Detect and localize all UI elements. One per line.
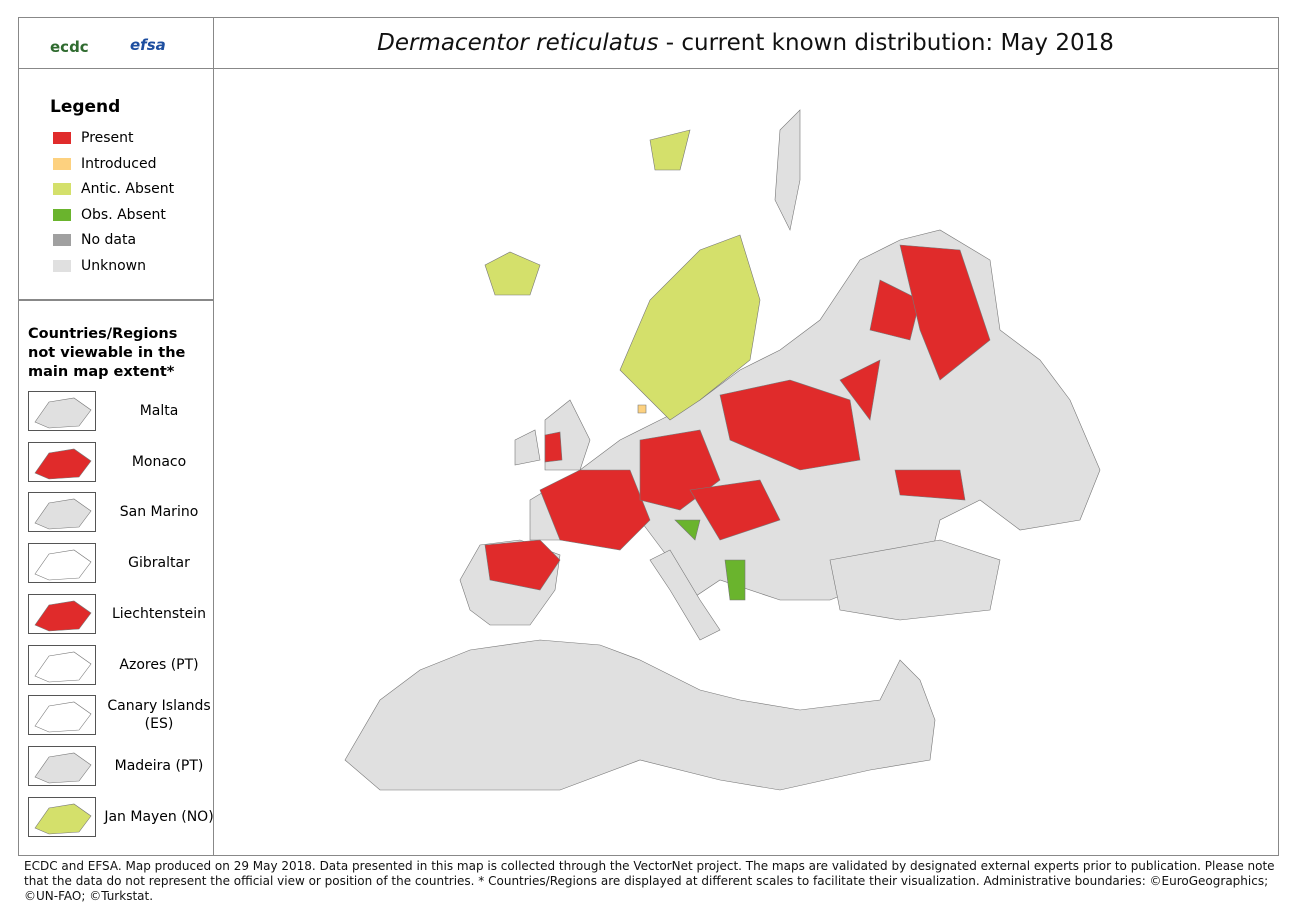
logo-ecdc: ecdc (50, 38, 89, 56)
legend-swatch (53, 132, 71, 144)
legend-item: Unknown (53, 258, 146, 274)
title-rest: - current known distribution: May 2018 (658, 29, 1114, 56)
inset-shape (34, 803, 92, 834)
region-obs-absent (724, 559, 746, 601)
region-introduced (637, 404, 647, 414)
inset-title: Countries/Regions not viewable in the ma… (28, 326, 186, 380)
inset-shape (34, 600, 92, 632)
inset-map (34, 397, 92, 429)
legend-label: No data (81, 232, 137, 249)
region-present (869, 279, 921, 341)
inset-map (34, 701, 92, 733)
region-present (719, 379, 861, 471)
inset-label: Liechtenstein (111, 605, 206, 622)
inset-label: Canary Islands (ES) (107, 698, 211, 733)
region-obs-absent (674, 519, 701, 541)
inset-shape (34, 752, 92, 784)
inset-map (34, 651, 92, 682)
inset-label: Azores (PT) (119, 656, 199, 673)
region-present (839, 359, 881, 421)
italy (649, 549, 721, 641)
inset-label: San Marino (119, 504, 199, 521)
inset-box (28, 745, 96, 786)
inset-map (34, 448, 92, 479)
inset-shape (34, 397, 92, 429)
divider (18, 299, 214, 301)
inset-box (28, 391, 96, 431)
legend-item: No data (53, 232, 136, 248)
inset-shape (34, 549, 92, 581)
legend-label: Present (81, 130, 134, 146)
novaya-zemlya (774, 109, 801, 231)
legend-item: Obs. Absent (53, 207, 166, 223)
legend-swatch (53, 234, 71, 247)
inset-shape (34, 651, 92, 682)
ireland (514, 429, 541, 466)
inset-map (34, 752, 92, 784)
region-present (894, 469, 966, 501)
map (344, 109, 1101, 791)
inset-box (28, 441, 96, 482)
inset-label: Malta (139, 403, 179, 419)
inset-shape (34, 701, 92, 733)
inset-map (34, 600, 92, 632)
legend-swatch (53, 183, 71, 196)
inset-label: Monaco (131, 453, 187, 470)
inset-box (28, 593, 96, 634)
legend-label: Unknown (81, 258, 146, 274)
inset-box (28, 644, 96, 685)
inset-box (28, 543, 96, 584)
inset-box (28, 796, 96, 837)
north-africa (344, 639, 936, 791)
legend-label: Introduced (81, 155, 157, 172)
legend-title: Legend (50, 97, 121, 117)
legend-item: Introduced (53, 156, 156, 172)
region-present (689, 479, 781, 541)
title-species: Dermacentor reticulatus (377, 29, 659, 56)
inset-label: Madeira (PT) (114, 757, 204, 774)
region-present (484, 539, 561, 591)
inset-shape (34, 499, 92, 530)
legend-swatch (53, 260, 71, 272)
scandinavia (619, 234, 761, 421)
logo-efsa: efsa (130, 36, 166, 54)
iceland (484, 251, 541, 296)
legend-item: Present (53, 130, 134, 146)
region-present (544, 431, 563, 463)
inset-map (34, 549, 92, 581)
inset-box (28, 695, 96, 736)
legend-swatch (53, 208, 71, 221)
legend-label: Obs. Absent (81, 206, 166, 223)
inset-label: Jan Mayen (NO) (104, 808, 214, 825)
inset-box (28, 492, 96, 533)
region-present (539, 469, 651, 551)
inset-label: Gibraltar (128, 555, 190, 572)
legend-item: Antic. Absent (53, 181, 174, 197)
svalbard (649, 129, 691, 171)
title: Dermacentor reticulatus - current known … (213, 17, 1278, 68)
legend-label: Antic. Absent (81, 181, 175, 198)
inset-shape (34, 448, 92, 479)
inset-map (34, 803, 92, 834)
turkey (829, 539, 1001, 621)
inset-map (34, 499, 92, 530)
header-bar (18, 17, 1279, 69)
legend-swatch (53, 157, 71, 170)
region-present (899, 244, 991, 381)
footer: ECDC and EFSA. Map produced on 29 May 20… (24, 859, 1275, 903)
